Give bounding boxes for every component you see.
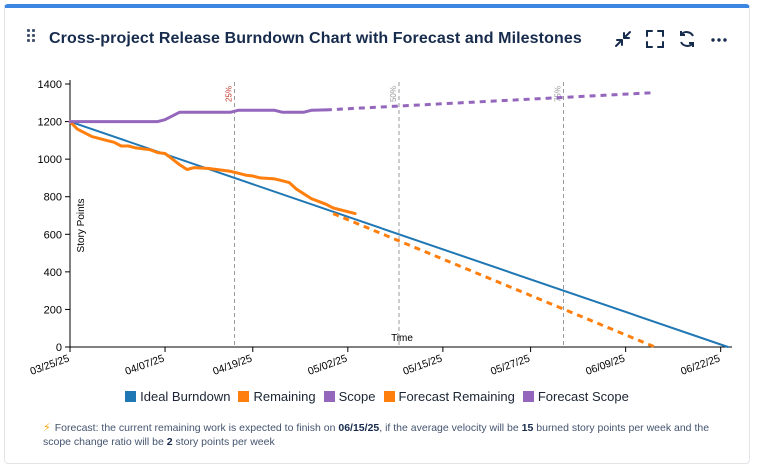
widget-title: Cross-project Release Burndown Chart wit… bbox=[49, 30, 582, 47]
x-axis-title: Time bbox=[391, 333, 413, 344]
x-tick-label: 06/09/25 bbox=[584, 352, 627, 377]
legend-label: Forecast Remaining bbox=[398, 389, 515, 404]
series-remaining bbox=[68, 120, 357, 216]
forecast-text-mid2: burned story points per week and the sco… bbox=[43, 422, 710, 448]
milestone-label: 50% bbox=[389, 86, 398, 102]
forecast-text-mid1: , if the average velocity will be bbox=[379, 422, 522, 434]
y-tick-label: 0 bbox=[56, 342, 62, 354]
y-axis-title: Story Points bbox=[76, 199, 87, 253]
burndown-chart: 0 200 400 600 800 1000 1200 1400 03/25/25 04/07/2… bbox=[29, 79, 732, 378]
legend-swatch bbox=[238, 391, 250, 402]
fullscreen-icon bbox=[646, 30, 664, 48]
forecast-text-prefix: Forecast: the current remaining work is … bbox=[54, 422, 339, 434]
y-tick-label: 1000 bbox=[38, 154, 62, 166]
collapse-icon bbox=[615, 31, 631, 47]
widget-header: Cross-project Release Burndown Chart wit… bbox=[5, 8, 749, 64]
legend-swatch bbox=[125, 391, 137, 402]
legend-swatch bbox=[522, 391, 534, 402]
legend-label: Remaining bbox=[253, 389, 316, 404]
collapse-button[interactable] bbox=[612, 28, 634, 50]
fullscreen-button[interactable] bbox=[644, 28, 666, 50]
burndown-widget: Cross-project Release Burndown Chart wit… bbox=[4, 4, 750, 464]
legend-item-ideal-burndown[interactable]: Ideal Burndown bbox=[125, 389, 230, 404]
y-tick-label: 800 bbox=[44, 192, 62, 204]
forecast-text-suffix: story points per week bbox=[172, 436, 275, 448]
forecast-note: ⚡ Forecast: the current remaining work is… bbox=[43, 421, 733, 449]
chart-legend: Ideal Burndown Remaining Scope Forecast Rem… bbox=[5, 389, 749, 409]
milestone-label: 75% bbox=[554, 86, 563, 102]
refresh-icon bbox=[680, 31, 694, 47]
series-forecast-remaining bbox=[332, 212, 656, 349]
series-scope bbox=[68, 108, 328, 124]
y-tick-label: 1400 bbox=[38, 79, 62, 91]
milestone-label: 25% bbox=[225, 86, 234, 102]
x-tick-label: 04/19/25 bbox=[211, 352, 254, 377]
legend-label: Forecast Scope bbox=[537, 389, 629, 404]
y-tick-label: 200 bbox=[44, 304, 62, 316]
legend-swatch bbox=[383, 391, 395, 402]
more-options-button[interactable] bbox=[708, 28, 730, 50]
forecast-finish-date: 06/15/25 bbox=[338, 422, 380, 434]
legend-item-scope[interactable]: Scope bbox=[323, 389, 376, 404]
legend-swatch bbox=[323, 391, 335, 402]
legend-label: Ideal Burndown bbox=[140, 389, 231, 404]
legend-item-forecast-remaining[interactable]: Forecast Remaining bbox=[383, 389, 515, 404]
legend-label: Scope bbox=[338, 389, 376, 404]
y-tick-label: 1200 bbox=[38, 117, 62, 129]
x-tick-label: 03/25/25 bbox=[29, 352, 72, 377]
x-tick-label: 05/27/25 bbox=[489, 352, 532, 377]
forecast-scope-change: 2 bbox=[166, 436, 173, 448]
drag-handle-icon[interactable] bbox=[27, 29, 37, 43]
x-tick-label: 04/07/25 bbox=[124, 352, 167, 377]
y-tick-label: 600 bbox=[44, 229, 62, 241]
legend-item-remaining[interactable]: Remaining bbox=[238, 389, 316, 404]
x-tick-label: 05/02/25 bbox=[306, 352, 349, 377]
x-tick-label: 06/22/25 bbox=[679, 352, 722, 377]
series-forecast-scope bbox=[325, 91, 655, 112]
y-tick-label: 400 bbox=[44, 267, 62, 279]
refresh-button[interactable] bbox=[676, 28, 698, 50]
more-icon bbox=[711, 38, 727, 42]
forecast-velocity: 15 bbox=[521, 422, 534, 434]
legend-item-forecast-scope[interactable]: Forecast Scope bbox=[522, 389, 629, 404]
series-ideal-burndown bbox=[69, 120, 729, 348]
lightning-icon: ⚡ bbox=[43, 422, 51, 434]
x-tick-label: 05/15/25 bbox=[401, 352, 444, 377]
